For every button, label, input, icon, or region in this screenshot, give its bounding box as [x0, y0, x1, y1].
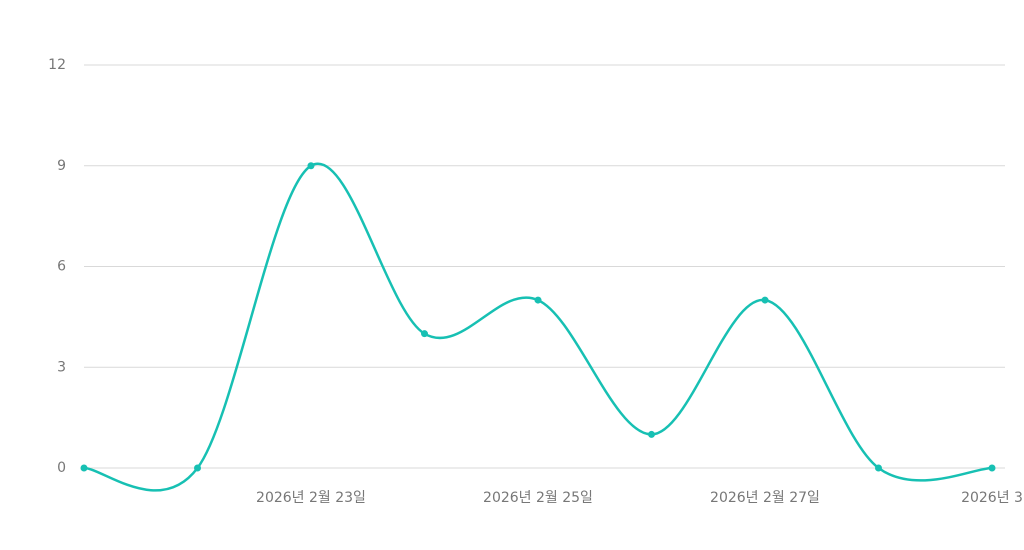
y-tick-label: 0 [57, 460, 66, 476]
point [534, 296, 542, 304]
point [648, 430, 655, 438]
y-tick-label: 6 [57, 259, 66, 275]
point [307, 162, 315, 170]
x-tick-label: 2026년 2월 25일 [483, 490, 593, 506]
y-tick-label: 9 [57, 158, 66, 174]
point [761, 296, 769, 304]
point [988, 464, 996, 472]
point [421, 330, 428, 338]
point [875, 464, 882, 472]
x-tick-label: 2026년 2월 23일 [256, 490, 366, 506]
y-tick-label: 12 [48, 57, 66, 73]
point [80, 464, 88, 472]
x-tick-label: 2026년 2월 27일 [710, 490, 820, 506]
point [194, 464, 201, 472]
x-tick-label: 2026년 3 [961, 490, 1023, 506]
line [83, 162, 993, 492]
y-tick-label: 3 [57, 359, 66, 375]
